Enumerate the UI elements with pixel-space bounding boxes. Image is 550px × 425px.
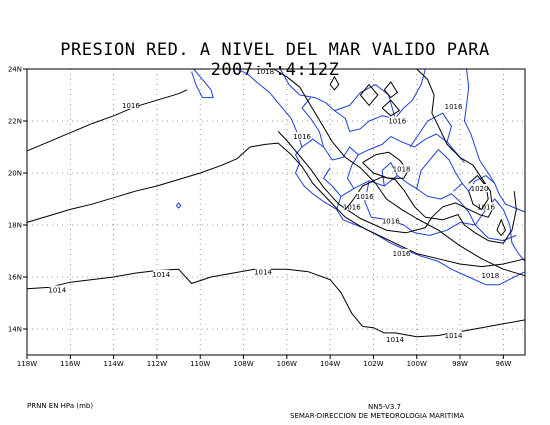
isobar-label-bg	[382, 216, 399, 225]
isobar-line	[468, 175, 489, 210]
coastline-segment	[364, 180, 517, 242]
isobar-label: 1014	[152, 271, 170, 279]
isobar-label: 1016	[293, 133, 311, 141]
closed-isobar	[329, 75, 340, 91]
lon-tick-label: 100W	[407, 360, 427, 368]
map-frame	[26, 68, 526, 356]
isobar-label: 1018	[256, 68, 274, 76]
lon-tick-label: 116W	[60, 360, 80, 368]
isobar-label-bg	[122, 100, 139, 109]
isobar-label: 1018	[481, 272, 499, 280]
isobar-line	[344, 176, 517, 244]
coastline-segment	[279, 68, 426, 132]
coastline-segment	[191, 68, 214, 99]
isobar-line	[26, 89, 188, 152]
isobar-line	[26, 142, 526, 268]
lon-tick-label: 98W	[452, 360, 468, 368]
isobar-label: 1014	[254, 268, 272, 276]
isobar-label: 1020	[471, 185, 489, 193]
lon-tick-label: 114W	[103, 360, 123, 368]
isobar-line	[26, 268, 526, 338]
isobar-label-bg	[445, 331, 462, 339]
lon-tick-label: 104W	[320, 360, 340, 368]
isobar-label-bg	[343, 202, 360, 211]
isobar-label: 1016	[445, 103, 463, 111]
lat-tick-label: 24N	[8, 66, 22, 74]
source-credit: SEMAR-DIRECCION DE METEOROLOGIA MARITIMA	[290, 412, 465, 420]
isobar-label-bg	[257, 67, 274, 76]
coastline-segment	[409, 112, 452, 148]
isobar-label-bg	[153, 269, 170, 278]
coastline-segment	[236, 68, 526, 286]
isobar-label: 1016	[382, 218, 400, 226]
lon-tick-label: 118W	[17, 360, 37, 368]
axis-ticks: 118W 116W 114W 112W 110W 108W 106W 104W 102W 100W…	[8, 66, 511, 369]
coastline-segment	[463, 68, 526, 213]
closed-isobar	[360, 83, 379, 107]
isobar-layer: 1014 1014 1014 1014 1014 1016 1016 1016 1016 1016…	[26, 67, 526, 344]
isobar-label-bg	[387, 334, 404, 343]
closed-isobar	[383, 81, 398, 99]
isobar-label-bg	[482, 271, 499, 280]
isobar-label-bg	[255, 267, 272, 276]
lon-tick-label: 110W	[190, 360, 210, 368]
coastline-segment	[416, 149, 463, 192]
isobar-label: 1014	[386, 336, 404, 344]
isobar-label: 1016	[477, 203, 495, 211]
isobar-label: 1014	[445, 332, 463, 340]
isobar-line	[273, 68, 526, 277]
lat-tick-label: 14N	[8, 326, 22, 334]
isobar-line	[277, 68, 493, 234]
coastline-segment	[323, 167, 342, 210]
isobar-label-bg	[393, 164, 410, 173]
isobar-label-bg	[393, 249, 410, 258]
coastline-segment	[461, 175, 496, 192]
isobar-label: 1016	[122, 102, 140, 110]
isobar-label: 1016	[388, 118, 406, 126]
isobar-label: 1014	[48, 287, 66, 295]
model-version: NN5-V3.7	[368, 403, 401, 411]
lat-tick-label: 22N	[8, 118, 22, 126]
lon-tick-label: 108W	[233, 360, 253, 368]
isobar-label-bg	[478, 202, 495, 211]
isobar-label: 1018	[393, 166, 411, 174]
isobar-label-bg	[49, 285, 66, 294]
isobar-label: 1016	[343, 203, 361, 211]
isobar-label: 1016	[356, 193, 374, 201]
lat-tick-label: 20N	[8, 170, 22, 178]
grid-lines	[27, 69, 525, 355]
isobar-label-bg	[356, 191, 373, 200]
isobar-label-bg	[389, 116, 406, 125]
lon-tick-label: 106W	[277, 360, 297, 368]
lon-tick-label: 112W	[147, 360, 167, 368]
coastline-segment	[301, 133, 465, 163]
coastline-layer	[176, 68, 526, 286]
coastline-segment	[347, 154, 359, 189]
units-note: PRNN EN HPa (mb)	[27, 402, 94, 410]
lon-tick-label: 102W	[363, 360, 383, 368]
coastline-segment	[176, 202, 182, 209]
isobar-label: 1016	[393, 250, 411, 258]
isobar-label-bg	[471, 184, 488, 193]
closed-isobar	[381, 99, 401, 117]
lon-tick-label: 96W	[495, 360, 511, 368]
isobar-label-bg	[445, 102, 462, 111]
lat-tick-label: 18N	[8, 222, 22, 230]
isobar-label-bg	[293, 132, 310, 141]
closed-isobar	[496, 218, 507, 237]
coastline-segment	[334, 84, 396, 119]
lat-tick-label: 16N	[8, 274, 22, 282]
coastline-segment	[301, 97, 325, 148]
